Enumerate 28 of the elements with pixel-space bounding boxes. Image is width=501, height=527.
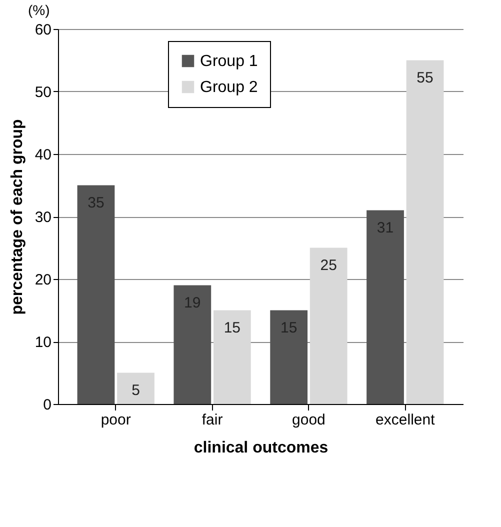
data-label: 15 bbox=[224, 319, 241, 336]
legend-label: Group 2 bbox=[200, 79, 258, 96]
bar bbox=[406, 60, 444, 404]
y-tick-label: 40 bbox=[34, 146, 52, 164]
x-tick-label: poor bbox=[100, 412, 131, 428]
bar bbox=[213, 310, 251, 404]
data-label: 55 bbox=[416, 69, 434, 86]
bar bbox=[270, 310, 308, 404]
y-tick-label: 10 bbox=[34, 334, 52, 351]
data-label: 25 bbox=[320, 256, 337, 274]
data-label: 5 bbox=[132, 382, 140, 399]
bar bbox=[310, 248, 348, 404]
y-tick-label: 60 bbox=[34, 22, 52, 38]
y-axis-title: percentage of each group bbox=[8, 118, 26, 315]
x-axis-title: clinical outcomes bbox=[194, 440, 328, 456]
bar bbox=[117, 372, 154, 404]
bar bbox=[174, 285, 212, 404]
y-tick-label: 0 bbox=[43, 396, 52, 414]
x-tick-label: excellent bbox=[376, 412, 436, 428]
y-tick-label: 30 bbox=[34, 209, 52, 226]
legend-label: Group 1 bbox=[200, 53, 258, 70]
y-tick-label: 20 bbox=[34, 272, 52, 288]
bar bbox=[77, 185, 115, 404]
bar bbox=[366, 210, 404, 404]
y-tick-label: 50 bbox=[34, 84, 52, 101]
x-tick-label: fair bbox=[202, 412, 223, 428]
x-tick-label: good bbox=[292, 412, 326, 428]
text: (%) bbox=[28, 2, 50, 18]
